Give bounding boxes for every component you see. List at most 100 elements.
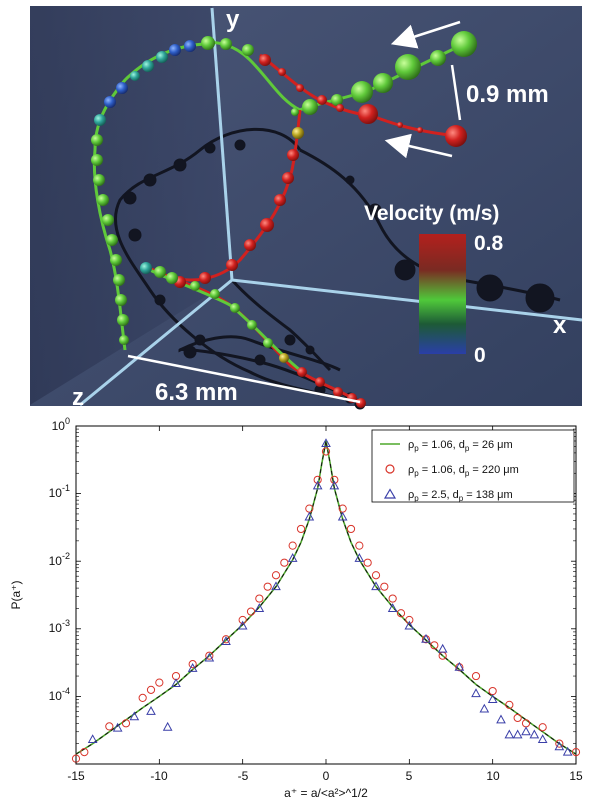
data-point-circle bbox=[238, 615, 247, 625]
x-tick-label: 0 bbox=[323, 769, 330, 783]
data-point-circle bbox=[221, 635, 231, 644]
data-point-circle bbox=[355, 541, 364, 550]
x-tick-label: 15 bbox=[569, 769, 583, 783]
legend-triangle-marker bbox=[383, 488, 397, 499]
data-point-triangle bbox=[521, 726, 531, 736]
data-point-triangle bbox=[471, 688, 481, 698]
data-point-triangle bbox=[496, 714, 506, 724]
data-point-triangle bbox=[371, 581, 381, 591]
data-point-triangle bbox=[529, 729, 540, 739]
data-point-triangle bbox=[162, 721, 173, 731]
data-point-circle bbox=[505, 700, 514, 709]
data-point-circle bbox=[405, 615, 414, 625]
data-point-triangle bbox=[287, 553, 298, 562]
legend-label: ρp = 1.06, dp = 220 μm bbox=[408, 464, 519, 478]
data-point-triangle bbox=[537, 734, 548, 744]
legend-box bbox=[371, 429, 575, 503]
data-point-triangle bbox=[554, 741, 565, 751]
data-point-circle bbox=[538, 723, 547, 732]
data-point-circle bbox=[288, 541, 297, 550]
data-point-circle bbox=[155, 678, 164, 687]
chart-ticks bbox=[75, 425, 577, 765]
y-tick-label: 10-3 bbox=[49, 618, 70, 635]
x-tick-label: -5 bbox=[238, 769, 249, 783]
data-point-triangle bbox=[404, 620, 415, 630]
data-point-circle bbox=[363, 558, 372, 567]
data-point-circle bbox=[255, 594, 264, 603]
data-point-circle bbox=[330, 475, 339, 484]
pdf-chart: 100 10-1 10-2 10-3 10-4 -15 -10 -5 0 5 1… bbox=[9, 416, 583, 800]
colorbar bbox=[419, 234, 466, 354]
data-point-circle bbox=[246, 607, 256, 616]
data-point-triangle bbox=[112, 722, 123, 732]
data-point-circle bbox=[388, 594, 397, 603]
data-point-circle bbox=[571, 747, 581, 757]
data-point-circle bbox=[121, 719, 131, 728]
data-point-triangle bbox=[87, 734, 98, 744]
data-point-triangle bbox=[454, 661, 465, 671]
y-tick-label: 100 bbox=[52, 416, 70, 433]
y-axis-label: y bbox=[226, 6, 240, 33]
z-axis-label: z bbox=[72, 384, 84, 411]
data-point-circle bbox=[146, 685, 156, 694]
x-axis-label: x bbox=[553, 312, 567, 339]
data-point-circle bbox=[138, 693, 147, 703]
x-tick-label: 10 bbox=[486, 769, 500, 783]
data-point-circle bbox=[313, 475, 322, 484]
data-point-triangle bbox=[221, 636, 231, 645]
data-point-circle bbox=[513, 713, 522, 723]
data-point-triangle bbox=[237, 620, 248, 630]
data-point-circle bbox=[396, 609, 406, 618]
data-point-triangle bbox=[421, 633, 431, 643]
data-point-circle bbox=[280, 558, 289, 567]
data-point-triangle bbox=[337, 511, 348, 521]
series-dashed-line bbox=[75, 440, 577, 755]
legend: ρp = 1.06, dp = 26 μm ρp = 1.06, dp = 22… bbox=[371, 429, 575, 503]
data-point-circle bbox=[105, 722, 114, 731]
y-tick-labels: 100 10-1 10-2 10-3 10-4 bbox=[49, 416, 70, 703]
data-point-circle bbox=[346, 524, 356, 534]
data-point-triangle bbox=[387, 603, 398, 612]
data-point-triangle bbox=[171, 678, 181, 688]
data-point-triangle bbox=[187, 663, 198, 672]
trajectory-panel: y x z bbox=[30, 6, 583, 411]
data-point-triangle bbox=[204, 652, 215, 662]
data-point-triangle bbox=[254, 603, 265, 612]
trajectory-balls bbox=[91, 31, 477, 408]
data-point-triangle bbox=[312, 480, 323, 490]
chart-series-layer bbox=[71, 438, 581, 763]
scale-label-horizontal: 6.3 mm bbox=[155, 379, 238, 406]
data-point-triangle bbox=[271, 581, 281, 591]
colorbar-title: Velocity (m/s) bbox=[364, 202, 499, 225]
data-point-circle bbox=[380, 582, 389, 591]
axes-3d bbox=[79, 7, 583, 407]
colorbar-min-label: 0 bbox=[474, 344, 486, 367]
colorbar-max-label: 0.8 bbox=[474, 232, 504, 255]
data-point-triangle bbox=[487, 694, 498, 703]
data-point-triangle bbox=[321, 438, 331, 448]
y-tick-label: 10-2 bbox=[49, 551, 70, 568]
data-point-triangle bbox=[437, 643, 448, 653]
x-tick-labels: -15 -10 -5 0 5 10 15 bbox=[67, 769, 583, 783]
data-point-triangle bbox=[354, 553, 365, 562]
data-point-triangle bbox=[479, 703, 490, 713]
data-point-triangle bbox=[512, 729, 523, 739]
data-point-circle bbox=[188, 660, 197, 669]
data-point-circle bbox=[371, 571, 381, 580]
data-point-triangle bbox=[562, 746, 573, 756]
data-point-triangle bbox=[304, 511, 315, 521]
x-tick-label: 5 bbox=[406, 769, 413, 783]
scale-label-vertical: 0.9 mm bbox=[466, 81, 549, 108]
y-tick-label: 10-1 bbox=[49, 483, 70, 500]
data-point-triangle bbox=[329, 480, 340, 490]
data-point-circle bbox=[296, 524, 306, 534]
legend-label: ρp = 2.5, dp = 138 μm bbox=[408, 489, 513, 503]
data-point-circle bbox=[205, 651, 214, 660]
data-point-circle bbox=[263, 582, 272, 591]
data-point-circle bbox=[321, 447, 331, 456]
x-tick-label: -10 bbox=[150, 769, 168, 783]
data-point-circle bbox=[555, 739, 564, 748]
x-axis-title: a⁺ = a/<a²>^1/2 bbox=[284, 786, 368, 800]
x-tick-label: -15 bbox=[67, 769, 85, 783]
